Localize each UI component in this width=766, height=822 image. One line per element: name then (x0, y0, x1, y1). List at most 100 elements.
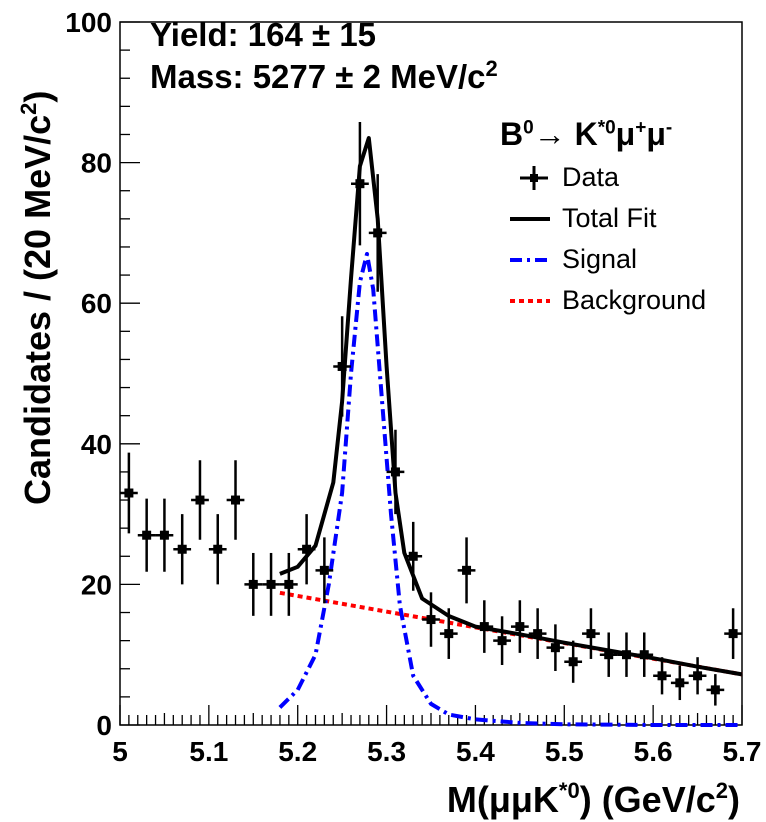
data-marker (479, 622, 489, 632)
y-tick-label: 40 (81, 429, 112, 460)
data-marker (142, 530, 152, 540)
data-points (120, 122, 742, 706)
data-point (386, 429, 405, 515)
data-marker (710, 685, 720, 695)
tick-labels: 5 5.1 5.2 5.3 5.4 5.5 5.6 5.7 0 20 40 60 80 100 (65, 7, 761, 767)
data-marker (390, 467, 400, 477)
y-axis-label: Candidates / (20 MeV/c2) (16, 91, 58, 505)
data-marker (337, 361, 347, 371)
data-point (564, 640, 583, 683)
data-marker (693, 671, 703, 681)
data-point (439, 608, 458, 659)
data-marker (444, 629, 454, 639)
legend-swatch-data (520, 165, 548, 190)
data-point (208, 514, 227, 585)
data-marker (586, 629, 596, 639)
data-marker (355, 179, 365, 189)
data-point (670, 665, 689, 701)
data-marker (319, 565, 329, 575)
data-marker (533, 629, 543, 639)
mass-pm: ± (335, 58, 354, 95)
data-point (404, 521, 423, 591)
data-point (457, 537, 476, 604)
data-point (137, 498, 156, 572)
data-point (546, 624, 565, 671)
x-tick-label: 5 (112, 736, 128, 767)
legend-swatch-background (510, 298, 550, 303)
data-marker (231, 495, 241, 505)
data-point (653, 657, 671, 695)
yield-label: Yield: 164 (150, 16, 303, 53)
data-point (528, 608, 547, 659)
data-point (475, 600, 494, 653)
data-point (582, 608, 600, 659)
data-marker (621, 650, 631, 660)
data-marker (284, 579, 294, 589)
mass-error: 2 MeV/c (362, 58, 486, 95)
legend-entry-total-fit: Total Fit (500, 198, 706, 239)
data-point (244, 552, 263, 616)
data-point (120, 452, 138, 534)
data-marker (266, 579, 276, 589)
data-point (191, 460, 209, 540)
x-tick-label: 5.1 (189, 736, 228, 767)
data-point (599, 632, 618, 677)
data-point (368, 174, 387, 292)
legend-entry-data: Data (500, 157, 706, 198)
data-marker (159, 530, 169, 540)
data-point (422, 592, 440, 647)
mass-annotation: Mass: 5277 ± 2 MeV/c2 (150, 56, 498, 96)
mass-unit-sup: 2 (485, 56, 498, 81)
data-point (297, 514, 316, 585)
data-point (279, 552, 298, 616)
data-point (635, 632, 654, 677)
data-point (226, 460, 245, 540)
data-marker (550, 643, 560, 653)
x-tick-label: 5.4 (456, 736, 495, 767)
data-marker (604, 650, 614, 660)
legend-entry-background: Background (500, 280, 706, 321)
legend-label-signal: Signal (562, 244, 638, 274)
x-tick-label: 5.6 (634, 736, 673, 767)
legend-entry-signal: Signal (500, 239, 706, 280)
data-marker (426, 615, 436, 625)
x-tick-label: 5.3 (367, 736, 406, 767)
data-point (617, 632, 636, 677)
data-marker (373, 228, 383, 238)
data-point (333, 316, 352, 417)
mass-label: Mass: 5277 (150, 58, 327, 95)
x-axis-label: M(μμK*0) (GeV/c2) (447, 778, 740, 820)
data-point (724, 608, 742, 659)
data-marker (462, 565, 472, 575)
data-marker (568, 657, 578, 667)
data-marker (639, 650, 649, 660)
y-tick-label: 80 (81, 148, 112, 179)
legend-title: B0→ K*0μ+μ- (500, 116, 673, 152)
legend-label-total-fit: Total Fit (562, 203, 657, 233)
x-tick-label: 5.5 (545, 736, 584, 767)
data-marker (728, 629, 738, 639)
data-marker (515, 622, 525, 632)
legend-swatch-signal (510, 257, 550, 262)
data-marker (177, 544, 187, 554)
legend: B0→ K*0μ+μ- Data Total Fit Signal Backgr… (500, 116, 706, 321)
legend-swatch-total-fit (510, 216, 550, 221)
data-point (155, 498, 174, 572)
data-marker (213, 544, 223, 554)
data-marker (248, 579, 258, 589)
data-point (510, 600, 529, 653)
data-marker (657, 671, 667, 681)
legend-label-background: Background (562, 285, 707, 315)
data-point (315, 537, 334, 604)
y-tick-label: 60 (81, 288, 112, 319)
data-point (262, 552, 280, 616)
y-tick-label: 0 (96, 710, 112, 741)
y-tick-label: 20 (81, 569, 112, 600)
data-point (351, 122, 369, 246)
data-point (173, 514, 192, 585)
data-point (493, 616, 511, 665)
yield-annotation: Yield: 164 ± 15 (150, 16, 376, 54)
yield-pm: ± (312, 16, 331, 53)
data-marker (195, 495, 205, 505)
